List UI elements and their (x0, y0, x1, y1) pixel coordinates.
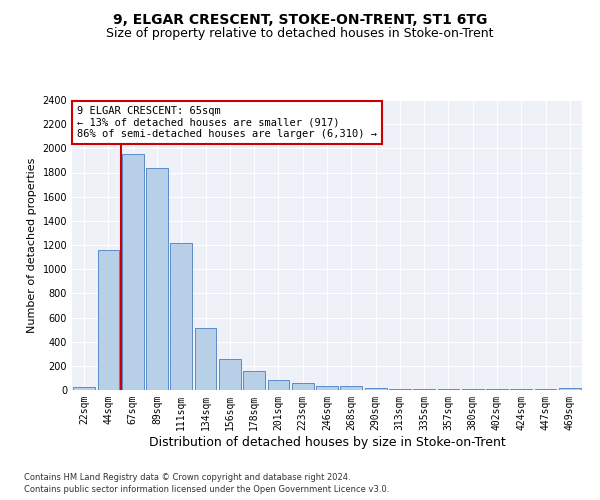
Text: Contains public sector information licensed under the Open Government Licence v3: Contains public sector information licen… (24, 485, 389, 494)
Bar (437, 389, 460, 390)
Bar (340, 386, 362, 390)
Bar (389, 389, 411, 390)
Text: 9 ELGAR CRESCENT: 65sqm
← 13% of detached houses are smaller (917)
86% of semi-d: 9 ELGAR CRESCENT: 65sqm ← 13% of detache… (77, 106, 377, 139)
Bar (292, 384, 314, 390)
Bar (219, 358, 241, 390)
Bar (559, 388, 581, 390)
Text: Size of property relative to detached houses in Stoke-on-Trent: Size of property relative to detached ho… (106, 28, 494, 40)
Bar (146, 168, 168, 390)
Bar (462, 389, 484, 390)
Bar (268, 380, 289, 390)
Bar (243, 372, 265, 390)
Bar (122, 154, 143, 390)
X-axis label: Distribution of detached houses by size in Stoke-on-Trent: Distribution of detached houses by size … (149, 436, 505, 448)
Bar (413, 389, 435, 390)
Text: Contains HM Land Registry data © Crown copyright and database right 2024.: Contains HM Land Registry data © Crown c… (24, 472, 350, 482)
Bar (194, 328, 217, 390)
Text: 9, ELGAR CRESCENT, STOKE-ON-TRENT, ST1 6TG: 9, ELGAR CRESCENT, STOKE-ON-TRENT, ST1 6… (113, 12, 487, 26)
Bar (170, 242, 192, 390)
Bar (316, 386, 338, 390)
Bar (97, 250, 119, 390)
Y-axis label: Number of detached properties: Number of detached properties (27, 158, 37, 332)
Bar (73, 387, 95, 390)
Bar (365, 388, 386, 390)
